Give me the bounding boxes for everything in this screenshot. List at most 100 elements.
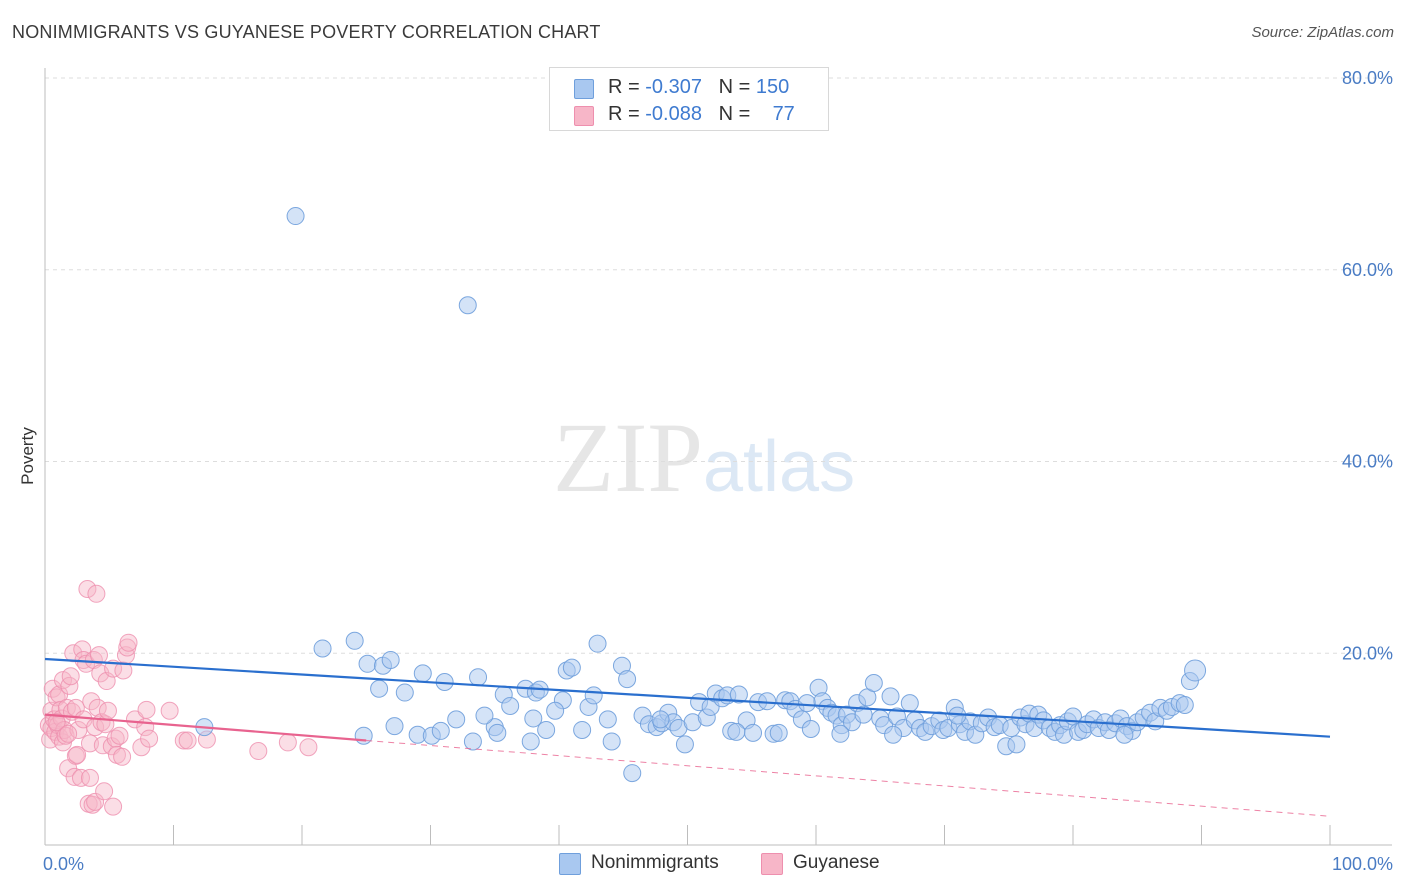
nonimmigrants-point <box>537 720 556 739</box>
nonimmigrants-point <box>727 722 746 741</box>
guyanese-point <box>87 584 106 603</box>
guyanese-point <box>59 724 78 743</box>
nonimmigrants-point <box>413 664 432 683</box>
nonimmigrants-point <box>475 706 494 725</box>
guyanese-point <box>61 667 80 686</box>
nonimmigrants-point <box>854 705 873 724</box>
y-tick-label: 20.0% <box>1342 643 1393 663</box>
nonimmigrants-point <box>573 720 592 739</box>
guyanese-point <box>174 731 193 750</box>
nonimmigrants-point <box>521 732 540 751</box>
guyanese-point <box>119 633 138 652</box>
guyanese-point <box>60 676 79 695</box>
guyanese-point <box>114 661 133 680</box>
nonimmigrants-point <box>602 732 621 751</box>
nonimmigrants-point <box>598 710 617 729</box>
legend-n-value: 77 <box>772 103 795 125</box>
nonimmigrants-point <box>395 683 414 702</box>
guyanese-point <box>83 795 102 814</box>
nonimmigrants-point <box>313 639 332 658</box>
guyanese-trend-extension <box>366 739 1331 817</box>
nonimmigrants-point <box>463 732 482 751</box>
legend-r-label: R = <box>608 76 646 98</box>
guyanese-point <box>82 692 101 711</box>
guyanese-point <box>47 713 66 732</box>
nonimmigrants-point <box>729 685 748 704</box>
bottom-legend-swatch-guyanese <box>761 853 783 875</box>
nonimmigrants-point <box>651 710 670 729</box>
guyanese-point <box>65 767 84 786</box>
y-tick-label: 80.0% <box>1342 68 1393 88</box>
chart-title: NONIMMIGRANTS VS GUYANESE POVERTY CORREL… <box>12 22 601 42</box>
nonimmigrants-point <box>744 723 763 742</box>
guyanese-point <box>299 738 318 757</box>
nonimmigrants-point <box>447 710 466 729</box>
nonimmigrants-point <box>488 723 507 742</box>
nonimmigrants-point <box>1175 696 1194 715</box>
nonimmigrants-point <box>588 634 607 653</box>
guyanese-point <box>89 646 108 665</box>
nonimmigrants-point <box>286 207 305 226</box>
nonimmigrants-point <box>900 694 919 713</box>
nonimmigrants-points <box>195 207 1207 783</box>
nonimmigrants-point <box>864 673 883 692</box>
nonimmigrants-point <box>798 694 817 713</box>
guyanese-point <box>66 746 85 765</box>
guyanese-point <box>88 698 107 717</box>
guyanese-point <box>160 701 179 720</box>
bottom-legend-swatch-nonimmigrants <box>559 853 581 875</box>
nonimmigrants-point <box>623 764 642 783</box>
guyanese-point <box>80 768 99 787</box>
x-tick-label-min: 0.0% <box>43 854 84 874</box>
nonimmigrants-point <box>431 721 450 740</box>
x-tick-label-max: 100.0% <box>1332 854 1393 874</box>
nonimmigrants-point <box>381 650 400 669</box>
nonimmigrants-point <box>546 701 565 720</box>
guyanese-points <box>39 580 318 816</box>
nonimmigrants-point <box>618 670 637 689</box>
guyanese-point <box>125 710 144 729</box>
guyanese-point <box>110 726 129 745</box>
grid-lines <box>45 77 1392 654</box>
nonimmigrants-point <box>501 696 520 715</box>
nonimmigrants-point <box>562 658 581 677</box>
nonimmigrants-point <box>354 726 373 745</box>
guyanese-point <box>249 742 268 761</box>
guyanese-point <box>278 733 297 752</box>
bottom-legend-label-nonimmigrants: Nonimmigrants <box>591 852 719 873</box>
y-tick-label: 60.0% <box>1342 260 1393 280</box>
nonimmigrants-point <box>345 631 364 650</box>
guyanese-trend-line <box>44 713 367 742</box>
tick-labels: 20.0% 40.0% 60.0% 80.0% 0.0% 100.0% <box>43 68 1393 874</box>
nonimmigrants-trend-line <box>44 657 1331 738</box>
guyanese-point <box>178 731 197 750</box>
legend-n-label: N = <box>718 76 756 98</box>
nonimmigrants-point <box>524 709 543 728</box>
guyanese-point <box>98 701 117 720</box>
guyanese-point <box>86 792 105 811</box>
nonimmigrants-point <box>769 723 788 742</box>
legend-r-value: -0.088 <box>645 103 702 125</box>
nonimmigrants-point <box>801 719 820 738</box>
nonimmigrants-point <box>881 687 900 706</box>
watermark-atlas: atlas <box>703 427 856 507</box>
nonimmigrants-point <box>675 735 694 754</box>
legend-swatch-guyanese <box>574 106 594 126</box>
guyanese-point <box>140 729 159 748</box>
nonimmigrants-point <box>458 296 477 315</box>
nonimmigrants-point <box>469 668 488 687</box>
trend-lines <box>44 657 1331 817</box>
legend-swatch-nonimmigrants <box>574 79 594 99</box>
guyanese-point <box>113 747 132 766</box>
watermark: ZIPatlas <box>553 400 855 515</box>
nonimmigrants-point <box>385 717 404 736</box>
nonimmigrants-point <box>1115 725 1134 744</box>
guyanese-point <box>68 745 87 764</box>
y-axis-label: Poverty <box>18 427 37 485</box>
nonimmigrants-point <box>1007 735 1026 754</box>
nonimmigrants-point <box>1184 659 1207 682</box>
legend-n-label: N = <box>718 103 756 125</box>
nonimmigrants-point <box>370 679 389 698</box>
bottom-legend-label-guyanese: Guyanese <box>793 852 880 873</box>
